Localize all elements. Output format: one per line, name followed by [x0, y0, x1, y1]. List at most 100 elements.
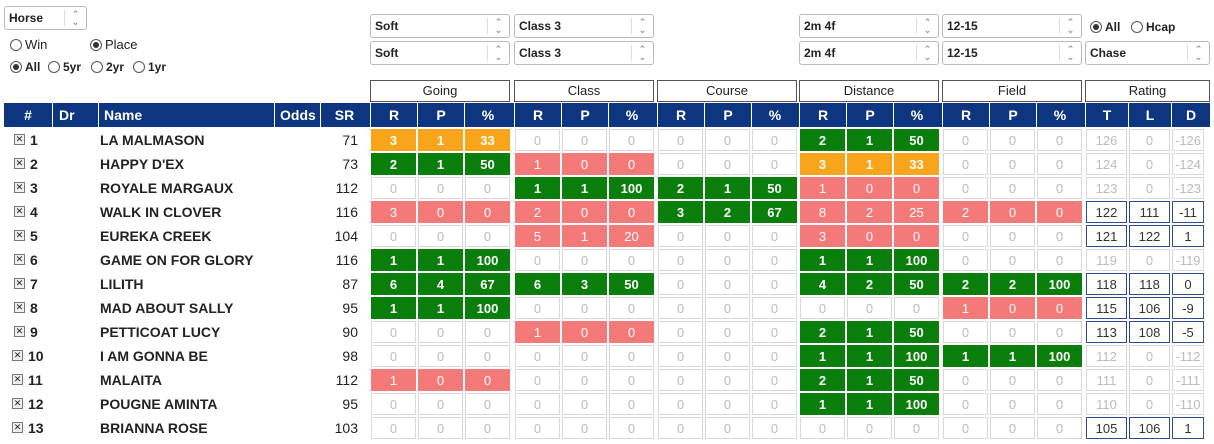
horse-name[interactable]: LA MALMASON	[100, 132, 205, 148]
going-p-cell: 1	[418, 297, 463, 319]
table-row[interactable]: ✕ 2 HAPPY D'EX 73 2 1 50 1 0 0 0 0 0 3 1 33 0 0 0 124 0 -124	[4, 152, 1210, 176]
rating-t-cell: 112	[1086, 345, 1127, 367]
horse-name[interactable]: LILITH	[100, 276, 144, 292]
close-box-icon[interactable]: ✕	[14, 230, 25, 241]
field-p-cell: 0	[990, 201, 1035, 223]
going-select-1[interactable]: Soft ⌃ ⌄	[370, 14, 510, 38]
horse-name[interactable]: GAME ON FOR GLORY	[100, 252, 254, 268]
col-distance-r[interactable]: R	[799, 103, 846, 127]
col-distance-pct[interactable]: %	[893, 103, 940, 127]
horse-name[interactable]: WALK IN CLOVER	[100, 204, 222, 220]
col-field-p[interactable]: P	[989, 103, 1036, 127]
col-going-r[interactable]: R	[370, 103, 417, 127]
table-row[interactable]: ✕ 13 BRIANNA ROSE 103 0 0 0 0 0 0 0 0 0 0 0 0 0 0 0 105 106 1	[4, 416, 1210, 440]
close-box-icon[interactable]: ✕	[14, 302, 25, 313]
col-going-p[interactable]: P	[417, 103, 464, 127]
horse-name[interactable]: I AM GONNA BE	[100, 348, 208, 364]
close-box-icon[interactable]: ✕	[14, 134, 25, 145]
going-select-2[interactable]: Soft ⌃ ⌄	[370, 41, 510, 65]
horse-name[interactable]: MAD ABOUT SALLY	[100, 300, 234, 316]
close-box-icon[interactable]: ✕	[12, 422, 23, 433]
table-row[interactable]: ✕ 3 ROYALE MARGAUX 112 0 0 0 1 1 100 2 1 50 1 0 0 0 0 0 123…	[4, 176, 1210, 200]
col-distance-p[interactable]: P	[846, 103, 893, 127]
close-box-icon[interactable]: ✕	[14, 158, 25, 169]
distance-pct-cell: 0	[894, 417, 939, 439]
close-box-icon[interactable]: ✕	[14, 278, 25, 289]
horse-name[interactable]: POUGNE AMINTA	[100, 396, 218, 412]
distance-select-2[interactable]: 2m 4f ⌃ ⌄	[799, 41, 939, 65]
close-box-icon[interactable]: ✕	[12, 374, 23, 385]
col-field-r[interactable]: R	[942, 103, 989, 127]
close-box-icon[interactable]: ✕	[14, 182, 25, 193]
race-all-label: All	[1105, 20, 1121, 34]
period-radio-5yr[interactable]: 5yr	[48, 59, 81, 75]
col-name[interactable]: Name	[98, 103, 274, 127]
period-radio-2yr[interactable]: 2yr	[91, 59, 124, 75]
table-row[interactable]: ✕ 6 GAME ON FOR GLORY 116 1 1 100 0 0 0 0 0 0 1 1 100 0 0…	[4, 248, 1210, 272]
col-field-pct[interactable]: %	[1036, 103, 1083, 127]
close-box-icon[interactable]: ✕	[12, 350, 23, 361]
speed-rating: 95	[342, 396, 358, 412]
table-row[interactable]: ✕ 7 LILITH 87 6 4 67 6 3 50 0 0 0 4 2 50 2 2 100 118 118 0	[4, 272, 1210, 296]
col-class-pct[interactable]: %	[608, 103, 655, 127]
col-course-p[interactable]: P	[704, 103, 751, 127]
table-row[interactable]: ✕ 10 I AM GONNA BE 98 0 0 0 0 0 0 0 0 0 1 1 100 1 1 100 112…	[4, 344, 1210, 368]
field-select-1[interactable]: 12-15 ⌃ ⌄	[942, 14, 1082, 38]
distance-p-cell: 1	[847, 369, 892, 391]
field-p-cell: 0	[990, 417, 1035, 439]
period-radio-all[interactable]: All	[10, 59, 40, 75]
class-pct-cell: 0	[609, 201, 654, 223]
col-class-r[interactable]: R	[514, 103, 561, 127]
col-rating-t[interactable]: T	[1085, 103, 1128, 127]
col-going-pct[interactable]: %	[464, 103, 511, 127]
course-p-cell: 0	[705, 273, 750, 295]
class-select-2[interactable]: Class 3 ⌃ ⌄	[514, 41, 654, 65]
speed-rating: 112	[335, 372, 358, 388]
horse-name[interactable]: HAPPY D'EX	[100, 156, 184, 172]
going-pct-cell: 33	[465, 129, 510, 151]
close-box-icon[interactable]: ✕	[14, 254, 25, 265]
horse-name[interactable]: BRIANNA ROSE	[100, 420, 208, 436]
col-odds[interactable]: Odds	[274, 103, 320, 127]
col-course-r[interactable]: R	[657, 103, 704, 127]
close-box-icon[interactable]: ✕	[14, 326, 25, 337]
radio-circle-icon	[10, 39, 22, 51]
class-select-1[interactable]: Class 3 ⌃ ⌄	[514, 14, 654, 38]
close-box-icon[interactable]: ✕	[14, 206, 25, 217]
course-r-cell: 0	[658, 321, 703, 343]
horse-name[interactable]: ROYALE MARGAUX	[100, 180, 234, 196]
race-all-radio[interactable]: All	[1090, 19, 1120, 35]
table-row[interactable]: ✕ 8 MAD ABOUT SALLY 95 1 1 100 0 0 0 0 0 0 0 0 0 1 0 0 115 1…	[4, 296, 1210, 320]
table-row[interactable]: ✕ 9 PETTICOAT LUCY 90 0 0 0 1 0 0 0 0 0 2 1 50 0 0 0 113 108…	[4, 320, 1210, 344]
horse-name[interactable]: PETTICOAT LUCY	[100, 324, 221, 340]
horse-name[interactable]: MALAITA	[100, 372, 162, 388]
close-box-icon[interactable]: ✕	[12, 398, 23, 409]
col-rating-d[interactable]: D	[1171, 103, 1210, 127]
table-row[interactable]: ✕ 4 WALK IN CLOVER 116 3 0 0 2 0 0 3 2 67 8 2 25 2 0 0 122 1…	[4, 200, 1210, 224]
col-num[interactable]: #	[24, 107, 32, 123]
col-rating-l[interactable]: L	[1128, 103, 1171, 127]
table-row[interactable]: ✕ 5 EUREKA CREEK 104 0 0 0 5 1 20 0 0 0 3 0 0 0 0 0 121 122 1	[4, 224, 1210, 248]
horse-name[interactable]: EUREKA CREEK	[100, 228, 212, 244]
field-select-2[interactable]: 12-15 ⌃ ⌄	[942, 41, 1082, 65]
field-select-2-value: 12-15	[947, 46, 978, 60]
row-number: 3	[30, 180, 38, 196]
col-class-p[interactable]: P	[561, 103, 608, 127]
place-radio[interactable]: Place	[90, 37, 138, 53]
table-row[interactable]: ✕ 1 LA MALMASON 71 3 1 33 0 0 0 0 0 0 2 1 50 0 0 0 126 0 -126	[4, 128, 1210, 152]
race-type-select[interactable]: Chase ⌃ ⌄	[1085, 41, 1210, 65]
win-radio[interactable]: Win	[10, 37, 47, 53]
col-sr[interactable]: SR	[320, 103, 368, 127]
distance-select-1[interactable]: 2m 4f ⌃ ⌄	[799, 14, 939, 38]
col-dr[interactable]: Dr	[52, 103, 98, 127]
going-r-cell: 2	[371, 153, 416, 175]
class-r-cell: 6	[515, 273, 560, 295]
table-row[interactable]: ✕ 11 MALAITA 112 1 0 0 0 0 0 0 0 0 2 1 50 0 0 0 111 0 -111	[4, 368, 1210, 392]
table-row[interactable]: ✕ 12 POUGNE AMINTA 95 0 0 0 0 0 0 0 0 0 1 1 100 0 0 0 110 0-…	[4, 392, 1210, 416]
col-course-pct[interactable]: %	[751, 103, 798, 127]
rating-l-cell: 106	[1129, 417, 1170, 439]
field-r-cell: 2	[943, 273, 988, 295]
period-radio-1yr[interactable]: 1yr	[133, 59, 166, 75]
horse-select[interactable]: Horse ⌃ ⌄	[4, 6, 87, 30]
race-hcap-radio[interactable]: Hcap	[1131, 19, 1175, 35]
